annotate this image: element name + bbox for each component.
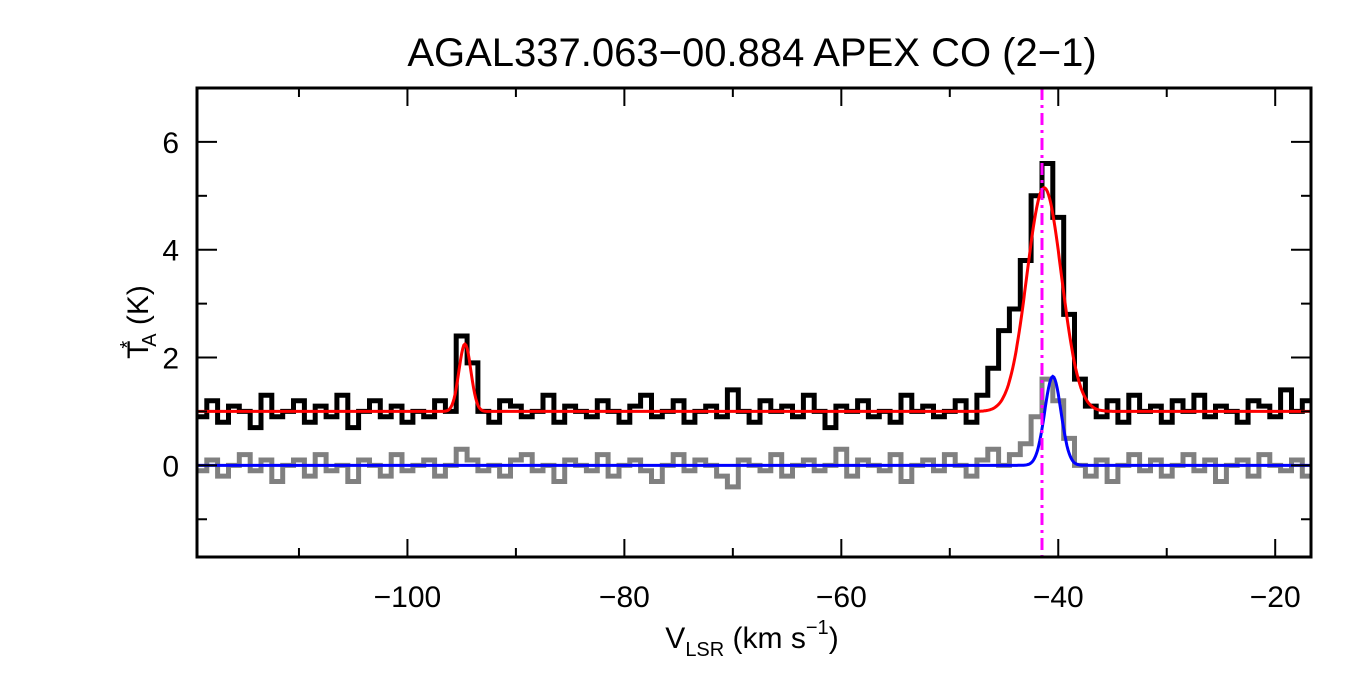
y-tick-label: 0 xyxy=(162,450,179,483)
component-fit-curve xyxy=(197,374,1311,467)
x-tick-label: −40 xyxy=(1033,581,1084,614)
y-tick-label: 2 xyxy=(162,343,179,376)
y-tick-label: 4 xyxy=(162,235,179,268)
x-axis-label: VLSR (km s−1) xyxy=(665,617,838,661)
residual-spectrum-histogram xyxy=(197,376,1311,490)
observed-spectrum-histogram xyxy=(197,161,1311,431)
x-tick-label: −20 xyxy=(1250,581,1301,614)
x-tick-label: −80 xyxy=(599,581,650,614)
x-tick-label: −100 xyxy=(374,581,442,614)
y-tick-label: 6 xyxy=(162,127,179,160)
gaussian-fit-curve xyxy=(197,186,1311,413)
y-axis-label: T*A (K) xyxy=(117,285,161,359)
plot-frame xyxy=(195,86,1313,559)
chart-title: AGAL337.063−00.884 APEX CO (2−1) xyxy=(407,31,1096,75)
x-tick-label: −60 xyxy=(816,581,867,614)
